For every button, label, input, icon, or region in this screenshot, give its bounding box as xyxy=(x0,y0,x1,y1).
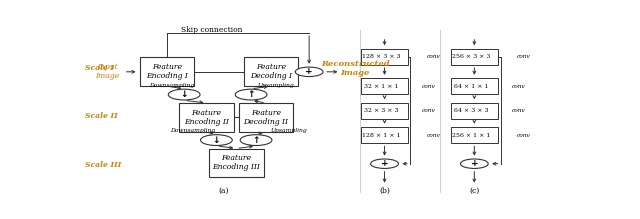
Text: Skip connection: Skip connection xyxy=(180,26,242,35)
Text: 256 × 1 × 1: 256 × 1 × 1 xyxy=(452,132,492,138)
Text: Feature
Encoding II: Feature Encoding II xyxy=(184,109,229,126)
Text: 64 × 3 × 3: 64 × 3 × 3 xyxy=(454,108,490,113)
Text: Scale III: Scale III xyxy=(85,161,122,169)
Text: Upsampling: Upsampling xyxy=(257,83,294,88)
Text: Downsampling: Downsampling xyxy=(170,128,215,133)
Text: Feature
Decoding II: Feature Decoding II xyxy=(243,109,289,126)
FancyBboxPatch shape xyxy=(179,103,234,132)
Text: conv: conv xyxy=(516,54,531,59)
Text: conv: conv xyxy=(422,84,436,89)
Circle shape xyxy=(168,89,200,100)
Circle shape xyxy=(240,135,272,145)
Text: Downsampling: Downsampling xyxy=(149,83,195,88)
Text: conv: conv xyxy=(516,132,531,138)
Text: 128 × 3 × 3: 128 × 3 × 3 xyxy=(362,54,403,59)
FancyBboxPatch shape xyxy=(451,102,498,119)
Text: 64 × 1 × 1: 64 × 1 × 1 xyxy=(454,84,490,89)
Circle shape xyxy=(200,135,232,145)
Text: Feature
Decoding I: Feature Decoding I xyxy=(250,63,292,80)
FancyBboxPatch shape xyxy=(451,127,498,143)
Text: Scale II: Scale II xyxy=(85,112,118,120)
Text: 32 × 1 × 1: 32 × 1 × 1 xyxy=(364,84,400,89)
Text: Scale I: Scale I xyxy=(85,64,114,72)
Text: Upsampling: Upsampling xyxy=(270,128,307,133)
Text: conv: conv xyxy=(512,84,526,89)
Text: Feature
Encoding III: Feature Encoding III xyxy=(212,154,260,171)
FancyBboxPatch shape xyxy=(451,78,498,94)
Circle shape xyxy=(371,159,399,168)
Text: ↑: ↑ xyxy=(252,136,260,145)
Text: Input
Image: Input Image xyxy=(95,63,119,80)
Text: +: + xyxy=(470,159,478,168)
Text: ↓: ↓ xyxy=(212,136,220,145)
FancyBboxPatch shape xyxy=(209,148,264,177)
FancyBboxPatch shape xyxy=(361,49,408,65)
FancyBboxPatch shape xyxy=(244,57,298,86)
Circle shape xyxy=(460,159,488,168)
Text: (c): (c) xyxy=(469,187,479,195)
FancyBboxPatch shape xyxy=(451,49,498,65)
FancyBboxPatch shape xyxy=(140,57,194,86)
Text: conv: conv xyxy=(422,108,436,113)
FancyBboxPatch shape xyxy=(361,102,408,119)
Text: ↑: ↑ xyxy=(248,90,255,99)
Text: conv: conv xyxy=(512,108,526,113)
Text: Reconstructed
Image: Reconstructed Image xyxy=(321,60,390,77)
Text: 32 × 3 × 3: 32 × 3 × 3 xyxy=(364,108,400,113)
Text: +: + xyxy=(305,67,313,76)
Text: 128 × 1 × 1: 128 × 1 × 1 xyxy=(362,132,403,138)
Circle shape xyxy=(236,89,267,100)
FancyBboxPatch shape xyxy=(239,103,293,132)
FancyBboxPatch shape xyxy=(361,127,408,143)
Text: (a): (a) xyxy=(219,187,229,195)
Text: 256 × 3 × 3: 256 × 3 × 3 xyxy=(452,54,492,59)
Text: +: + xyxy=(381,159,388,168)
FancyBboxPatch shape xyxy=(361,78,408,94)
Circle shape xyxy=(295,67,323,76)
Text: conv: conv xyxy=(427,54,440,59)
Text: ↓: ↓ xyxy=(180,90,188,99)
Text: Feature
Encoding I: Feature Encoding I xyxy=(146,63,188,80)
Text: (b): (b) xyxy=(379,187,390,195)
Text: conv: conv xyxy=(427,132,440,138)
